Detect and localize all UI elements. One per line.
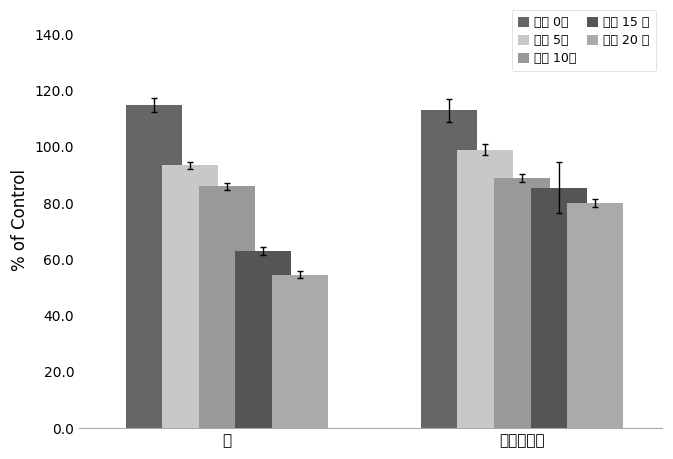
- Bar: [272, 275, 328, 428]
- Legend: 발효 0일, 발효 5일, 발효 10일, 발효 15 일, 발효 20 일: 발효 0일, 발효 5일, 발효 10일, 발효 15 일, 발효 20 일: [512, 10, 656, 71]
- Bar: [567, 203, 623, 428]
- Bar: [199, 186, 254, 428]
- Bar: [530, 188, 586, 428]
- Bar: [494, 178, 550, 428]
- Bar: [458, 150, 513, 428]
- Bar: [162, 165, 218, 428]
- Bar: [126, 105, 182, 428]
- Bar: [236, 251, 291, 428]
- Y-axis label: % of Control: % of Control: [11, 169, 29, 271]
- Bar: [421, 110, 477, 428]
